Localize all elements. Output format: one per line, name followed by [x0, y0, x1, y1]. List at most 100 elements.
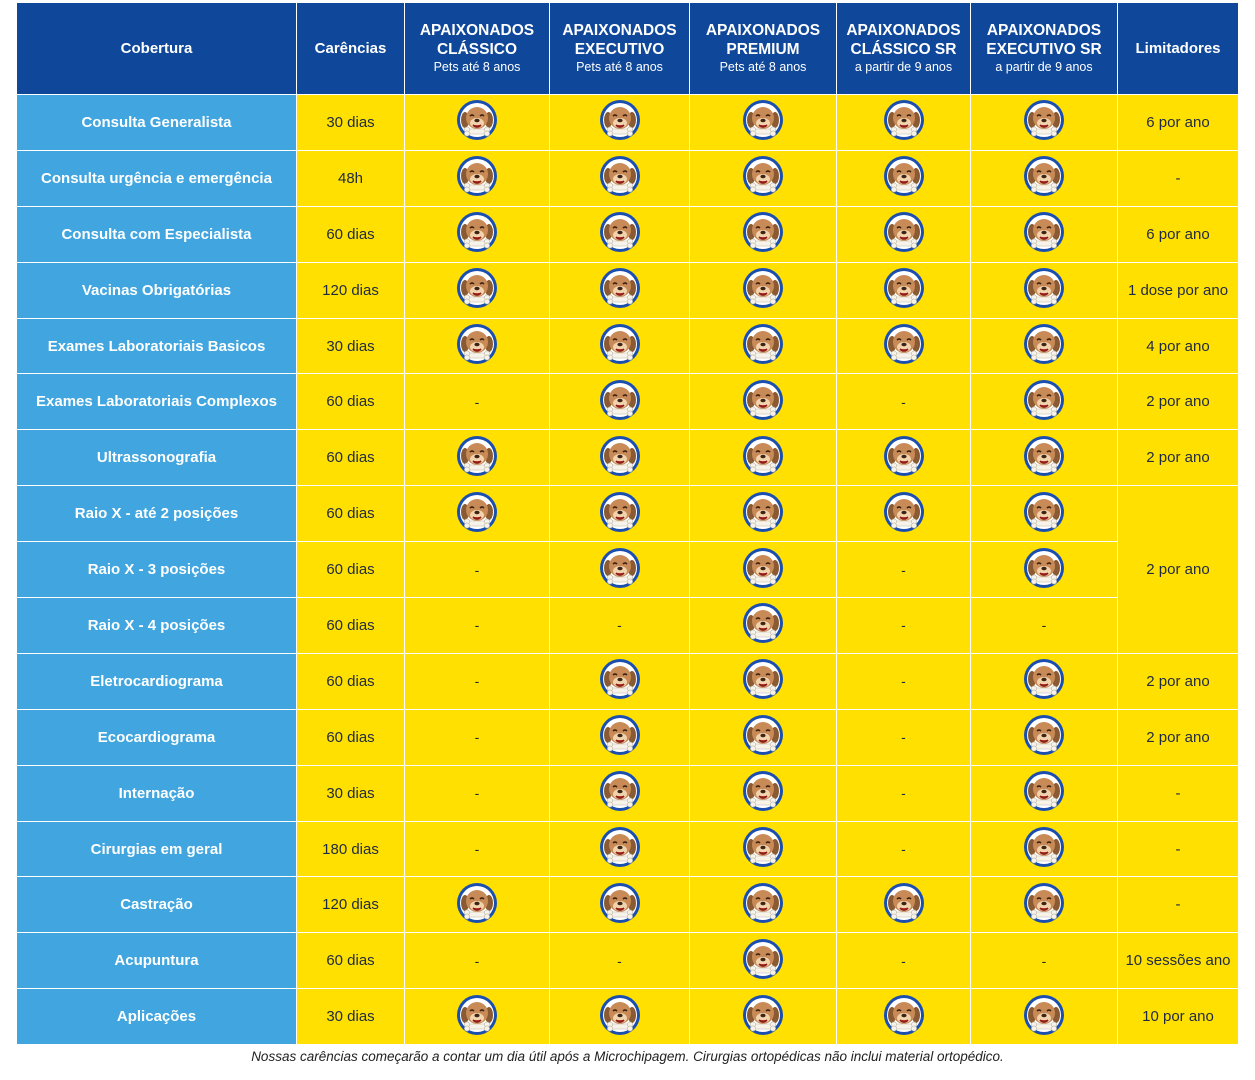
dog-face-icon	[742, 99, 784, 141]
plan-included-cell	[404, 429, 550, 487]
dog-face-icon	[456, 99, 498, 141]
footnote: Nossas carências começarão a contar um d…	[251, 1049, 1004, 1064]
limitador-cell: 10 sessões ano	[1117, 932, 1239, 990]
plan-included-cell	[549, 149, 690, 207]
plan-name-line1: APAIXONADOS	[846, 22, 961, 39]
plan-included-cell	[689, 988, 837, 1046]
header-plan-executivo-sr: APAIXONADOS EXECUTIVO SR a partir de 9 a…	[970, 2, 1118, 95]
plan-included-cell	[836, 429, 971, 487]
table-row: Eletrocardiograma 60 dias - -2 por ano	[16, 652, 1239, 710]
dog-face-icon	[599, 826, 641, 868]
plan-included-cell	[970, 988, 1118, 1046]
plan-included-cell	[689, 429, 837, 487]
plan-included-cell	[836, 317, 971, 375]
plan-included-cell	[836, 205, 971, 263]
plan-included-cell	[549, 764, 690, 822]
dog-face-icon	[599, 547, 641, 589]
plan-name-line1: APAIXONADOS	[419, 22, 535, 39]
dog-face-icon	[742, 826, 784, 868]
plan-name-line1: APAIXONADOS	[986, 22, 1102, 39]
table-row: Acupuntura 60 dias - - - -10 sessões ano	[16, 932, 1239, 990]
dog-face-icon	[456, 267, 498, 309]
plan-subtitle: Pets até 8 anos	[576, 60, 663, 74]
dog-face-icon	[599, 435, 641, 477]
plan-included-cell	[689, 764, 837, 822]
plan-name-line2: CLÁSSICO SR	[850, 41, 957, 58]
plan-not-included-cell: -	[970, 932, 1118, 990]
plan-included-cell	[970, 876, 1118, 934]
plan-included-cell	[689, 708, 837, 766]
dog-face-icon	[599, 491, 641, 533]
dog-face-icon	[599, 658, 641, 700]
table-row: Vacinas Obrigatórias 120 dias 1 dose por a…	[16, 261, 1239, 319]
plan-not-included-cell: -	[404, 541, 550, 599]
carencia-cell: 180 dias	[296, 820, 405, 878]
plan-included-cell	[549, 876, 690, 934]
table-row: Raio X - até 2 posições 60 dias 2 por ano	[16, 485, 1239, 654]
plan-included-cell	[689, 597, 837, 654]
plan-included-cell	[689, 205, 837, 263]
dog-face-icon	[742, 602, 784, 644]
carencia-cell: 30 dias	[296, 317, 405, 375]
dog-face-icon	[883, 435, 925, 477]
plan-not-included-cell: -	[549, 932, 690, 990]
plan-name-line2: EXECUTIVO	[574, 41, 665, 58]
plan-subtitle: a partir de 9 anos	[995, 60, 1093, 74]
plan-included-cell	[549, 485, 690, 543]
dog-face-icon	[456, 435, 498, 477]
plan-included-cell	[689, 652, 837, 710]
plan-not-included-cell: -	[836, 764, 971, 822]
plan-included-cell	[549, 820, 690, 878]
plan-not-included-cell: -	[404, 932, 550, 990]
plan-included-cell	[404, 317, 550, 375]
dog-face-icon	[1023, 826, 1065, 868]
plan-included-cell	[689, 485, 837, 543]
carencia-cell: 120 dias	[296, 876, 405, 934]
coverage-name: Raio X - até 2 posições	[16, 485, 297, 543]
plan-name-line1: APAIXONADOS	[705, 22, 821, 39]
dog-face-icon	[883, 155, 925, 197]
header-cobertura: Cobertura	[16, 2, 297, 95]
coverage-name: Raio X - 4 posições	[16, 597, 297, 654]
plan-not-included-cell: -	[404, 820, 550, 878]
plan-included-cell	[836, 261, 971, 319]
table-row: Cirurgias em geral 180 dias - - -	[16, 820, 1239, 878]
plan-included-cell	[404, 485, 550, 543]
plan-included-cell	[836, 485, 971, 543]
coverage-name: Aplicações	[16, 988, 297, 1046]
plan-included-cell	[970, 317, 1118, 375]
dog-face-icon	[1023, 994, 1065, 1036]
header-limitadores: Limitadores	[1117, 2, 1239, 95]
dog-face-icon	[1023, 547, 1065, 589]
dog-face-icon	[1023, 379, 1065, 421]
dog-face-icon	[456, 323, 498, 365]
dog-face-icon	[599, 770, 641, 812]
table-row: Ultrassonografia 60 dias 2 por ano	[16, 429, 1239, 487]
coverage-name: Exames Laboratoriais Basicos	[16, 317, 297, 375]
plan-not-included-cell: -	[836, 541, 971, 599]
header-plan-classico: APAIXONADOS CLÁSSICO Pets até 8 anos	[404, 2, 550, 95]
carencia-cell: 60 dias	[296, 205, 405, 263]
dog-face-icon	[1023, 770, 1065, 812]
plan-included-cell	[549, 708, 690, 766]
dog-face-icon	[742, 547, 784, 589]
dog-face-icon	[883, 323, 925, 365]
coverage-name: Vacinas Obrigatórias	[16, 261, 297, 319]
plan-included-cell	[689, 317, 837, 375]
plan-included-cell	[970, 485, 1118, 543]
limitador-cell: 2 por ano	[1117, 373, 1239, 431]
dog-face-icon	[599, 211, 641, 253]
plan-included-cell	[970, 652, 1118, 710]
dog-face-icon	[599, 379, 641, 421]
dog-face-icon	[883, 267, 925, 309]
carencia-cell: 30 dias	[296, 988, 405, 1046]
plan-included-cell	[836, 94, 971, 151]
dog-face-icon	[456, 211, 498, 253]
plan-not-included-cell: -	[836, 597, 971, 654]
limitador-cell: -	[1117, 764, 1239, 822]
limitador-cell: 1 dose por ano	[1117, 261, 1239, 319]
limitador-cell: 2 por ano	[1117, 429, 1239, 487]
dog-face-icon	[1023, 491, 1065, 533]
plan-included-cell	[689, 820, 837, 878]
carencia-cell: 60 dias	[296, 373, 405, 431]
